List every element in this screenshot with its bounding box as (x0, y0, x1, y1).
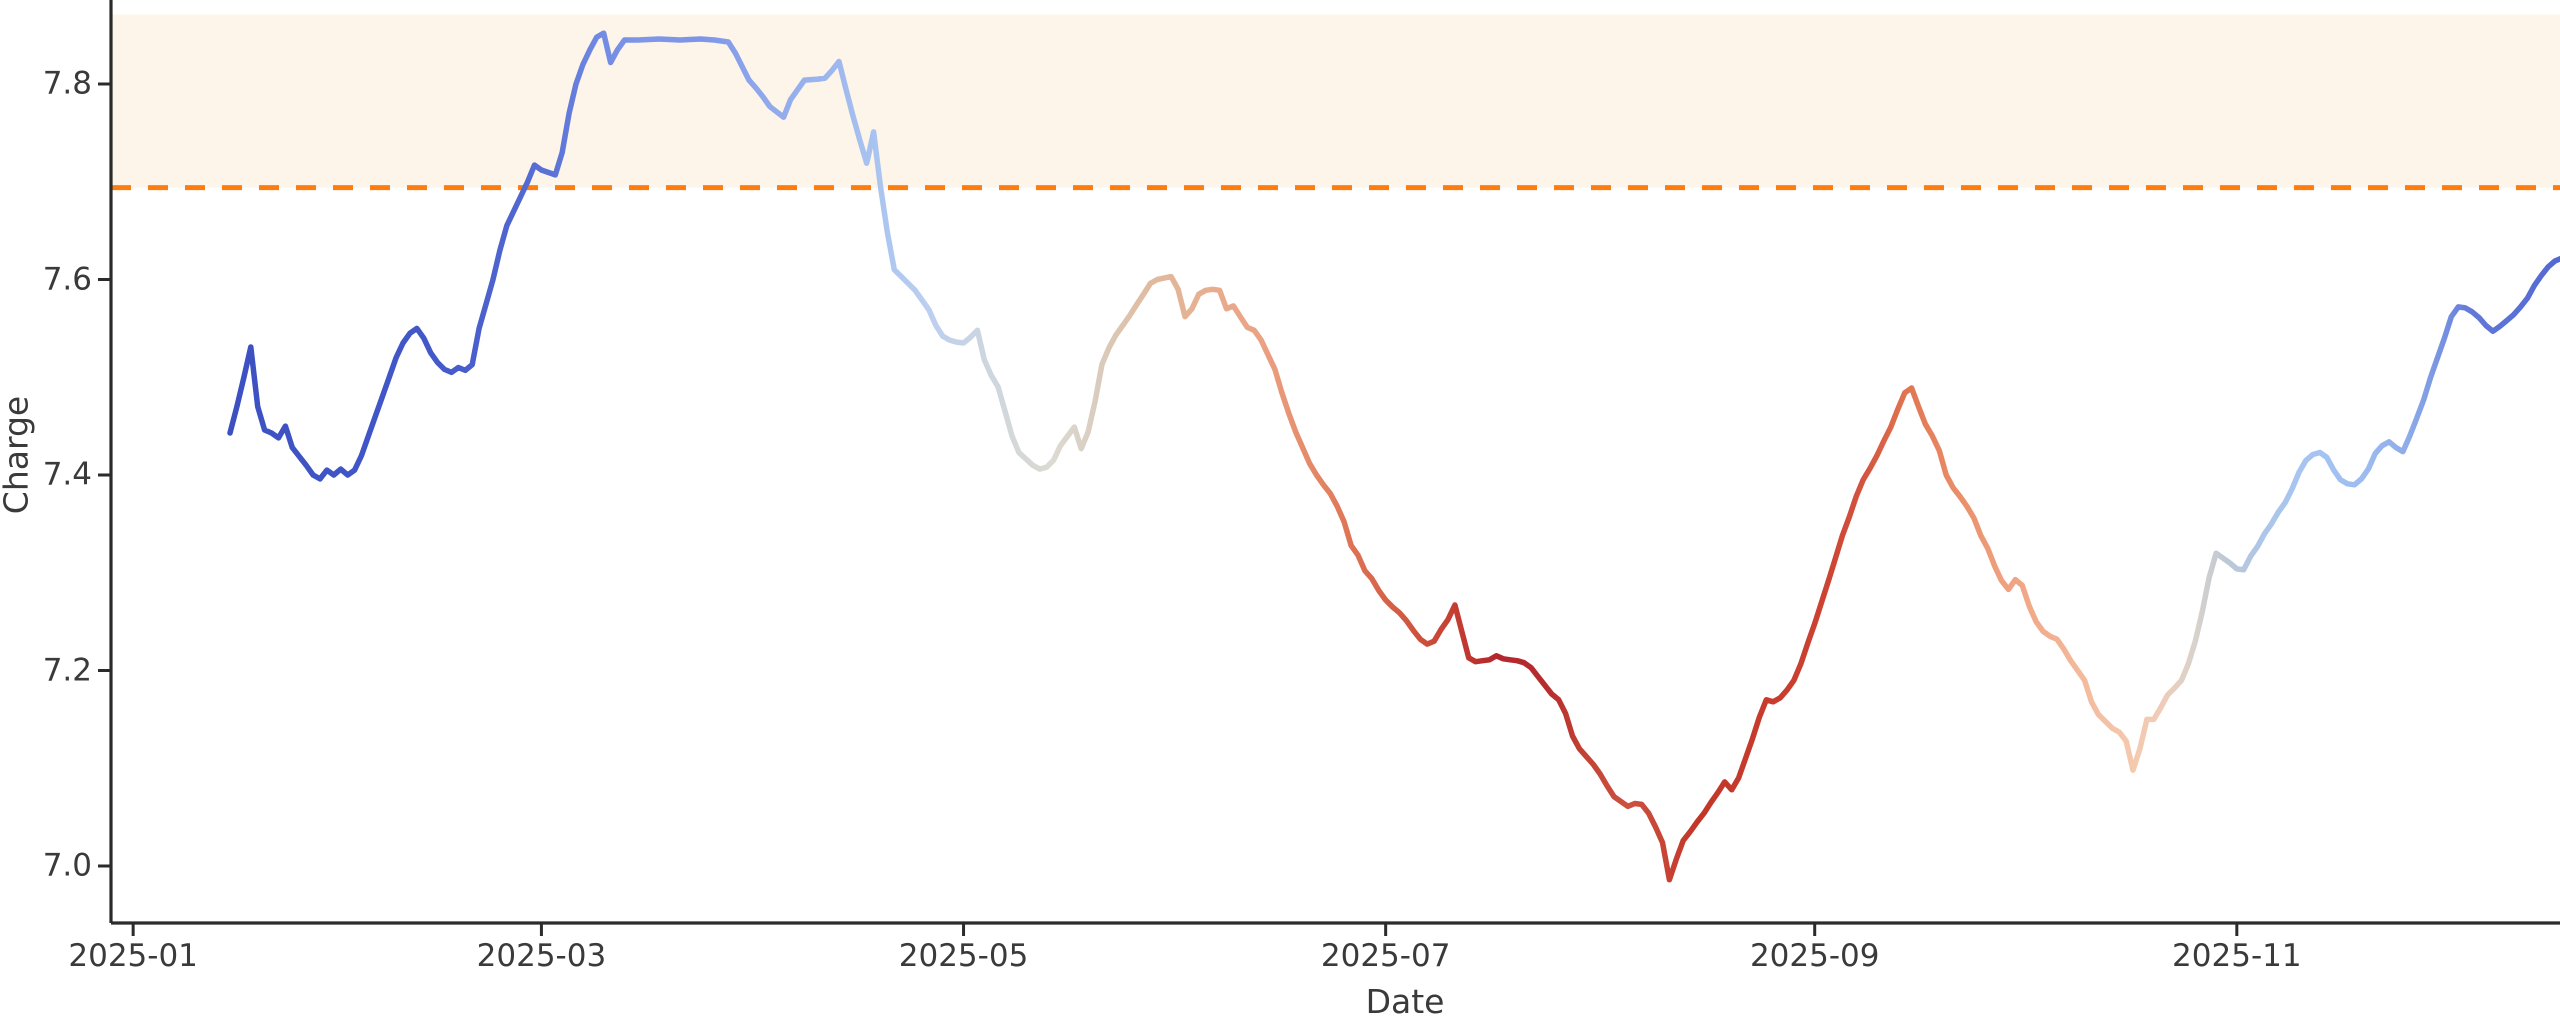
x-tick-label: 2025-07 (1320, 938, 1451, 974)
x-tick-label: 2025-03 (476, 938, 607, 974)
y-tick-marks (98, 82, 111, 868)
y-tick-label: 7.4 (42, 456, 92, 493)
y-axis-title: Charge (0, 395, 36, 515)
x-tick-label: 2025-09 (1749, 938, 1880, 974)
y-tick-label: 7.8 (42, 65, 92, 102)
y-tick-label: 7.6 (42, 261, 92, 297)
y-tick-label: 7.0 (42, 847, 92, 884)
threshold-band (111, 14, 2560, 188)
x-tick-label: 2025-11 (2172, 938, 2302, 974)
x-tick-marks (131, 923, 2239, 936)
x-tick-label: 2025-01 (68, 938, 198, 974)
charge-series-line (227, 30, 2560, 883)
x-tick-label: 2025-05 (898, 938, 1029, 974)
x-axis-title: Date (1365, 982, 1445, 1021)
y-tick-label: 7.2 (42, 652, 92, 688)
